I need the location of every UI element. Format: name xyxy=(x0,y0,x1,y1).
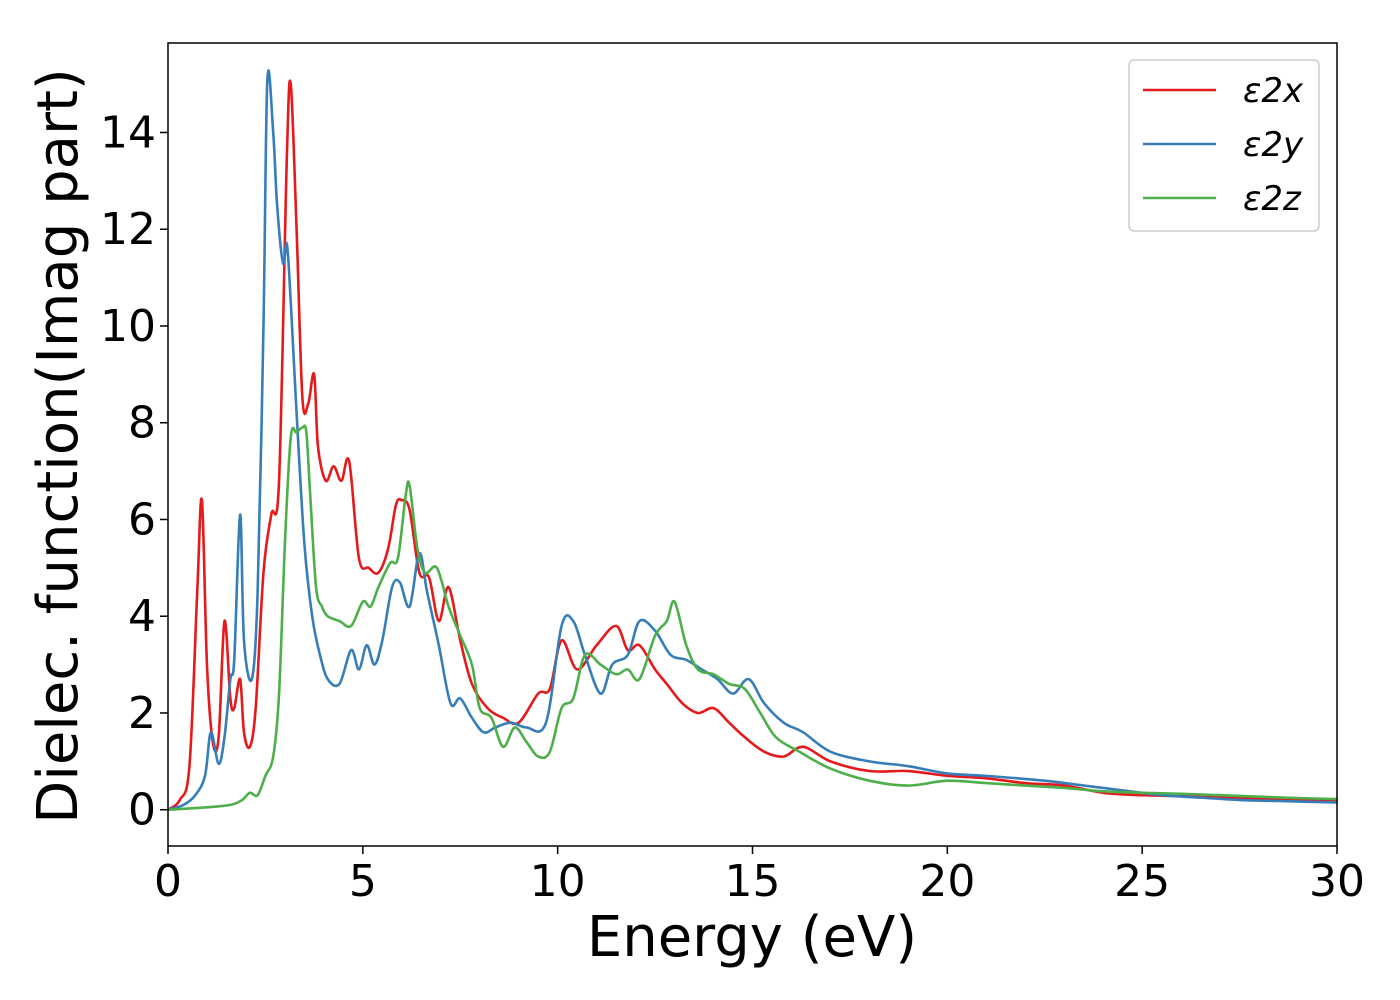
x-tick-label: 5 xyxy=(349,856,377,907)
x-tick-label: 20 xyxy=(919,856,975,907)
series-line-e2z xyxy=(168,424,1337,812)
x-axis: 0 5 10 15 20 25 30 xyxy=(154,846,1365,907)
x-tick-label: 0 xyxy=(154,856,182,907)
y-tick-label: 0 xyxy=(128,785,156,836)
series-line-e2y xyxy=(168,69,1337,811)
y-tick-label: 10 xyxy=(100,301,156,352)
x-tick-label: 10 xyxy=(530,856,586,907)
y-tick-label: 2 xyxy=(128,688,156,739)
y-tick-label: 8 xyxy=(128,398,156,449)
series-layer xyxy=(168,69,1337,812)
legend: ε2x ε2y ε2z xyxy=(1128,59,1320,232)
legend-label: ε2x xyxy=(1243,71,1304,111)
x-tick-label: 30 xyxy=(1309,856,1365,907)
y-tick-label: 14 xyxy=(100,107,156,158)
y-tick-label: 12 xyxy=(100,204,156,255)
series-line-e2x xyxy=(168,79,1337,811)
legend-label: ε2y xyxy=(1243,125,1304,165)
x-tick-label: 25 xyxy=(1114,856,1170,907)
x-tick-label: 15 xyxy=(725,856,781,907)
y-axis-title: Dielec. function(Imag part) xyxy=(26,68,91,824)
x-axis-title: Energy (eV) xyxy=(587,905,917,970)
legend-frame xyxy=(1128,59,1320,232)
legend-label: ε2z xyxy=(1243,179,1302,219)
y-tick-label: 4 xyxy=(128,591,156,642)
y-axis: 0 2 4 6 8 10 12 14 xyxy=(100,107,168,836)
y-tick-label: 6 xyxy=(128,494,156,545)
